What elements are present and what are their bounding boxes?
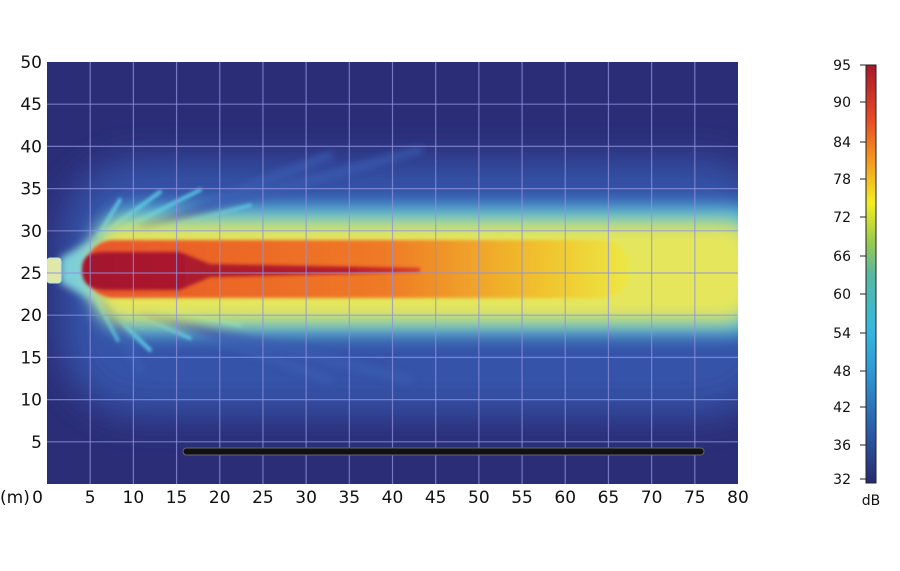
x-tick-label: 40	[382, 488, 404, 508]
x-tick-label: 60	[554, 488, 576, 508]
colorbar	[865, 64, 877, 484]
x-tick-label: 65	[598, 488, 620, 508]
y-axis: 5 10 15 20 25 30 35 40 45 50	[20, 53, 42, 453]
barrier	[182, 447, 705, 456]
x-tick-label: 25	[252, 488, 274, 508]
x-tick-label: 5	[85, 488, 96, 508]
zone-93db	[82, 252, 420, 290]
colorbar-tick-label: 95	[833, 58, 851, 74]
y-tick-label: 25	[20, 264, 42, 284]
colorbar-tick-label: 78	[833, 172, 851, 188]
colorbar-tick-label: 66	[833, 249, 851, 265]
x-tick-label: 10	[123, 488, 145, 508]
colorbar-tick-label: 54	[833, 326, 851, 342]
colorbar-tick-label: 48	[833, 364, 851, 380]
x-tick-label: 30	[295, 488, 317, 508]
colorbar-tick-label: 42	[833, 400, 851, 416]
colorbar-tick-label: 72	[833, 210, 851, 226]
x-tick-label: 35	[338, 488, 360, 508]
y-tick-label: 10	[20, 391, 42, 411]
y-tick-label: 20	[20, 306, 42, 326]
colorbar-tick-label: 90	[833, 95, 851, 111]
y-tick-label: 40	[20, 137, 42, 157]
grid-lines	[47, 62, 738, 484]
colorbar-tick-label: 36	[833, 438, 851, 454]
x-tick-label: 80	[727, 488, 749, 508]
y-tick-label: 35	[20, 180, 42, 200]
sound-source	[47, 257, 62, 284]
y-tick-label: 50	[20, 53, 42, 73]
x-unit-label: (m)	[0, 488, 30, 508]
x-axis: 0 5 10 15 20 25 30 35 40 45 50 55 60 65 70 75 80	[32, 488, 749, 508]
x-tick-label: 45	[425, 488, 447, 508]
x-tick-label: 75	[684, 488, 706, 508]
colorbar-tick-label: 84	[833, 135, 851, 151]
colorbar-label: dB	[862, 493, 881, 509]
x-tick-label: 55	[511, 488, 533, 508]
colorbar-tick-label: 32	[833, 472, 851, 488]
heatmap-area	[47, 62, 738, 484]
colorbar-ticks: 95 90 84 78 72 66 60 54 48 42 36 32	[833, 58, 866, 488]
x-tick-label: 20	[209, 488, 231, 508]
y-tick-label: 15	[20, 348, 42, 368]
colorbar-tick-label: 60	[833, 287, 851, 303]
y-tick-label: 5	[31, 433, 42, 453]
x-tick-label: 15	[166, 488, 188, 508]
x-tick-label: 0	[32, 488, 43, 508]
y-tick-label: 45	[20, 95, 42, 115]
x-tick-label: 70	[641, 488, 663, 508]
x-tick-label: 50	[468, 488, 490, 508]
y-tick-label: 30	[20, 222, 42, 242]
